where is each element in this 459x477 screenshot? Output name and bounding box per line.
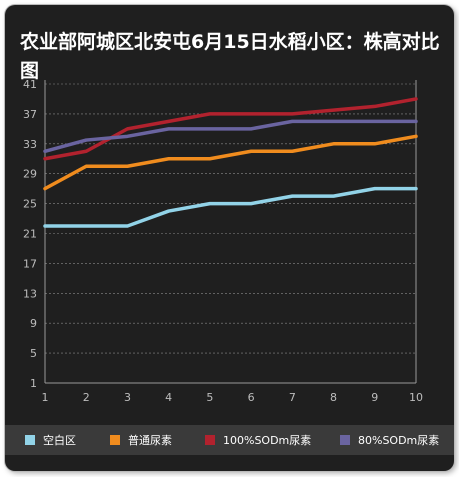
legend-swatch: [205, 435, 215, 445]
y-tick-label: 37: [23, 108, 37, 121]
legend-item: 空白区: [25, 425, 76, 455]
legend-swatch: [110, 435, 120, 445]
x-tick-label: 5: [206, 391, 213, 404]
series-line-4: [43, 119, 418, 154]
legend-label: 空白区: [43, 434, 76, 447]
legend-label: 普通尿素: [128, 434, 172, 447]
legend: 空白区 普通尿素 100%SODm尿素 80%SODm尿素: [5, 425, 454, 455]
x-tick-label: 2: [83, 391, 90, 404]
legend-label: 100%SODm尿素: [223, 434, 312, 447]
x-tick-label: 1: [42, 391, 49, 404]
y-tick-label: 17: [23, 257, 37, 270]
x-tick-label: 8: [330, 391, 337, 404]
y-tick-label: 41: [23, 78, 37, 91]
x-tick-labels: 1 2 3 4 5 6 7 8 9 10: [42, 391, 424, 404]
x-tick-label: 7: [289, 391, 296, 404]
x-tick-label: 3: [124, 391, 131, 404]
y-tick-label: 33: [23, 138, 37, 151]
x-tick-label: 10: [409, 391, 423, 404]
y-tick-label: 5: [30, 347, 37, 360]
legend-item: 普通尿素: [110, 425, 172, 455]
y-tick-label: 1: [30, 377, 37, 390]
legend-label: 80%SODm尿素: [358, 434, 440, 447]
y-tick-label: 13: [23, 287, 37, 300]
legend-swatch: [25, 435, 35, 445]
y-tick-label: 9: [30, 317, 37, 330]
legend-item: 80%SODm尿素: [340, 425, 439, 455]
axes: [44, 80, 417, 384]
x-tick-label: 4: [165, 391, 172, 404]
y-tick-label: 21: [23, 228, 37, 241]
y-tick-labels: 1 5 9 13 17 21 25 29 33 37 41: [23, 78, 37, 390]
series-line-2: [43, 134, 418, 191]
x-tick-label: 6: [248, 391, 255, 404]
chart-title: 农业部阿城区北安屯6月15日水稻小区：株高对比图: [20, 31, 440, 82]
y-tick-label: 29: [23, 168, 37, 181]
chart-card: [5, 5, 454, 471]
legend-swatch: [340, 435, 350, 445]
x-tick-label: 9: [371, 391, 378, 404]
y-tick-label: 25: [23, 198, 37, 211]
series-line-1: [43, 186, 418, 228]
legend-item: 100%SODm尿素: [205, 425, 311, 455]
series-lines: [43, 97, 418, 228]
series-line-3: [43, 97, 418, 161]
